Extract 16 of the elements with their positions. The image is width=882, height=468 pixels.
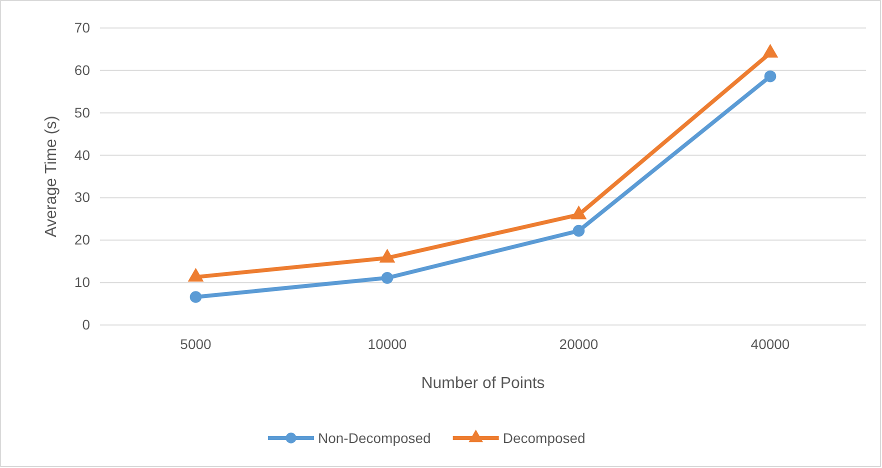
y-tick-label: 20: [74, 232, 90, 248]
x-tick-label: 20000: [559, 336, 598, 352]
y-tick-label: 10: [74, 274, 90, 290]
y-tick-label: 60: [74, 62, 90, 78]
x-tick-label: 5000: [180, 336, 212, 352]
legend-label: Decomposed: [502, 430, 586, 446]
y-tick-label: 50: [74, 104, 90, 120]
x-tick-label: 40000: [750, 336, 790, 352]
x-axis-title: Number of Points: [421, 375, 545, 392]
y-tick-label: 0: [82, 316, 90, 332]
y-axis-title: Average Time (s): [43, 116, 60, 238]
y-tick-label: 40: [74, 146, 90, 163]
y-tick-label: 70: [74, 19, 90, 36]
x-tick-label: 10000: [368, 336, 407, 352]
y-tick-label: 30: [74, 189, 90, 206]
legend-label: Non-Decomposed: [318, 430, 431, 446]
